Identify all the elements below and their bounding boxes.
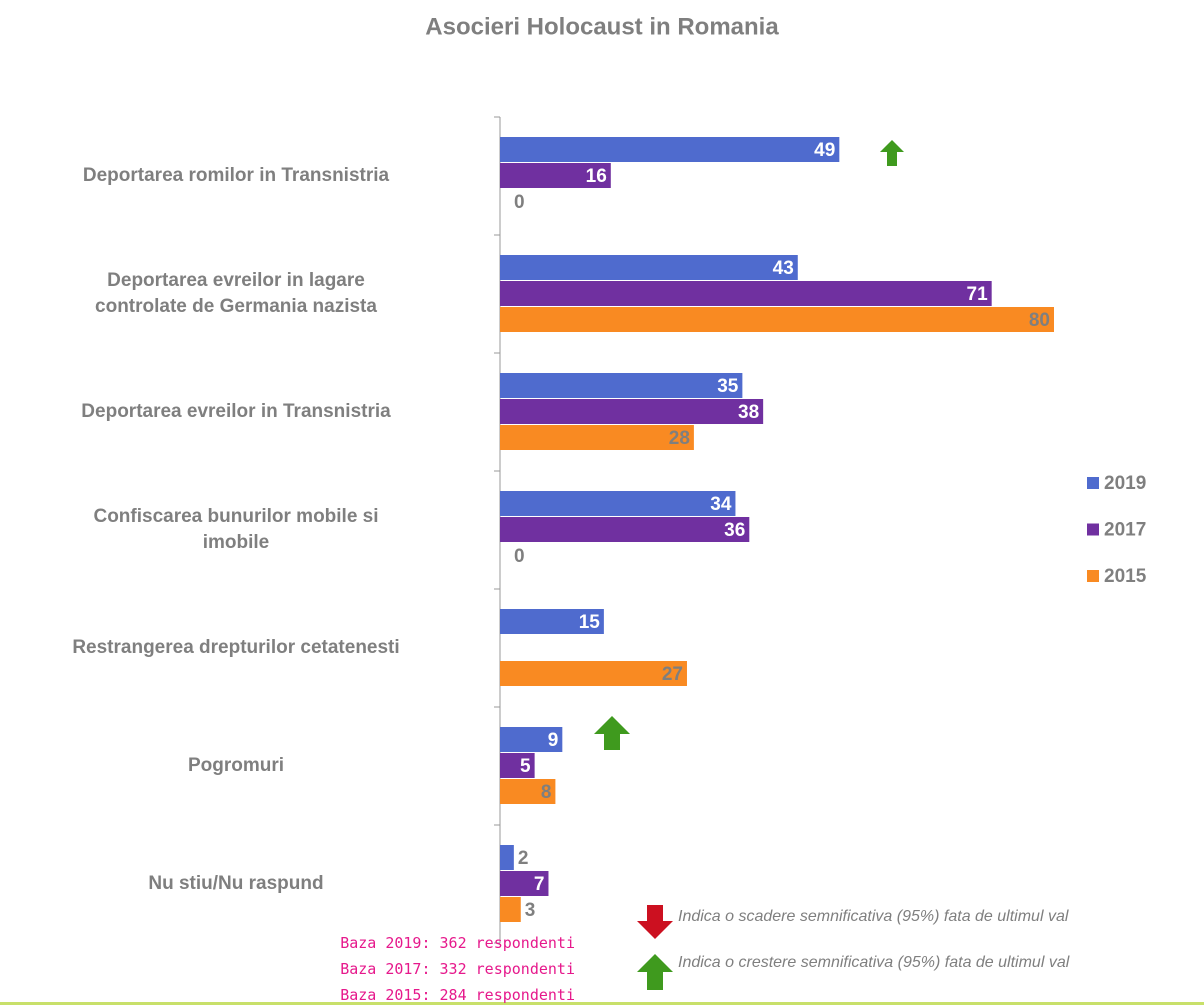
bar xyxy=(500,399,764,424)
base: Baza 2017: 332 respondenti xyxy=(340,960,575,978)
bar xyxy=(500,609,604,634)
legend-label: 2019 xyxy=(1104,473,1146,494)
legend-label: 2017 xyxy=(1104,520,1146,541)
bar xyxy=(500,517,750,542)
data-label: 15 xyxy=(579,612,601,633)
chart-title: Asocieri Holocaust in Romania xyxy=(425,13,779,40)
bar xyxy=(500,425,694,450)
base: Baza 2015: 284 respondenti xyxy=(340,986,575,1004)
data-label: 71 xyxy=(967,284,989,305)
data-label: 35 xyxy=(717,376,739,397)
category-label: Deportarea romilor in Transnistria xyxy=(82,165,390,186)
category-label: Pogromuri xyxy=(187,755,285,776)
bar xyxy=(500,491,736,516)
data-label: 80 xyxy=(1029,310,1050,331)
note: Indica o scadere semnificativa (95%) fat… xyxy=(678,908,1069,925)
bar xyxy=(500,779,556,804)
note: Indica o crestere semnificativa (95%) fa… xyxy=(678,954,1070,971)
data-label: 7 xyxy=(534,874,545,895)
down-arrow xyxy=(637,905,673,939)
data-label: 5 xyxy=(520,756,531,777)
data-label: 2 xyxy=(518,848,529,869)
bar xyxy=(500,753,535,778)
data-label: 49 xyxy=(814,140,835,161)
data-label: 8 xyxy=(541,782,552,803)
legend-swatch xyxy=(1087,523,1099,536)
legend-swatch xyxy=(1087,570,1099,582)
data-label: 43 xyxy=(773,258,794,279)
up-arrow xyxy=(594,716,630,750)
bar xyxy=(500,845,514,870)
data-label: 27 xyxy=(662,664,683,685)
bar xyxy=(500,163,611,188)
data-label: 28 xyxy=(669,428,690,449)
data-label: 0 xyxy=(514,546,525,567)
data-label: 16 xyxy=(586,166,607,187)
bar xyxy=(500,871,549,896)
up-arrow xyxy=(637,954,673,990)
category-label: Deportarea evreilor in lagare controlate… xyxy=(95,270,377,317)
category-label: Confiscarea bunurilor mobile si imobile xyxy=(93,506,379,553)
category-label: Deportarea evreilor in Transnistria xyxy=(81,401,391,422)
data-label: 3 xyxy=(525,900,536,921)
bar xyxy=(500,255,798,280)
legend-label: 2015 xyxy=(1104,566,1147,587)
category-label: Nu stiu/Nu raspund xyxy=(148,873,324,894)
bar xyxy=(500,307,1054,332)
data-label: 34 xyxy=(710,494,732,515)
footer-line xyxy=(0,1002,1204,1005)
legend-swatch xyxy=(1087,477,1099,489)
bar xyxy=(500,897,521,922)
bar xyxy=(500,373,743,398)
data-label: 36 xyxy=(724,520,745,541)
bar xyxy=(500,137,840,162)
base: Baza 2019: 362 respondenti xyxy=(340,934,575,952)
up-arrow xyxy=(880,140,904,166)
data-label: 9 xyxy=(548,730,559,751)
bar xyxy=(500,281,992,306)
bar xyxy=(500,661,687,686)
bar xyxy=(500,727,563,752)
data-label: 0 xyxy=(514,192,525,213)
category-label: Restrangerea drepturilor cetatenesti xyxy=(72,637,400,658)
data-label: 38 xyxy=(738,402,759,423)
